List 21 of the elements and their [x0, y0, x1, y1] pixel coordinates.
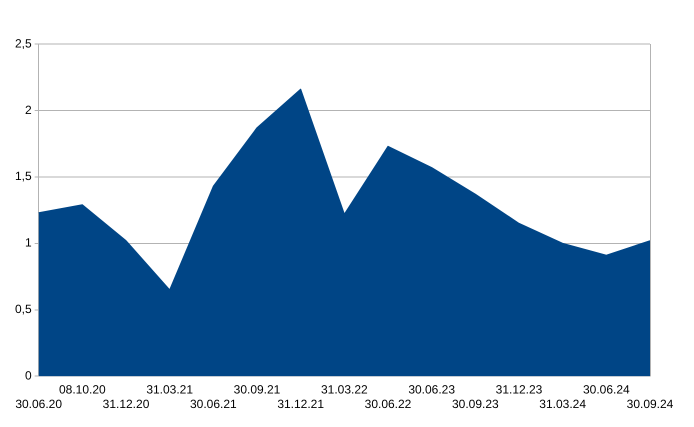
x-tick-label: 31.03.21 — [146, 382, 194, 397]
x-tick-label: 30.06.24 — [582, 382, 630, 397]
x-tick-label: 30.09.23 — [452, 397, 500, 412]
x-tick-label: 30.09.24 — [626, 397, 674, 412]
x-tick-label: 30.09.21 — [234, 382, 281, 397]
x-tick-label: 31.03.24 — [539, 397, 586, 412]
x-tick-label: 30.06.20 — [15, 397, 62, 412]
x-tick-label: 31.12.20 — [102, 397, 150, 412]
y-tick-label: 2 — [24, 102, 32, 117]
y-tick-label: 0,5 — [14, 302, 32, 316]
y-tick-label: 2,5 — [14, 36, 32, 50]
x-tick-label: 30.06.23 — [408, 382, 456, 397]
x-tick-label: 31.03.22 — [320, 382, 368, 397]
x-tick-label: 30.06.21 — [190, 397, 238, 412]
y-tick-label: 1 — [24, 236, 32, 250]
x-tick-label: 08.10.20 — [58, 382, 106, 397]
y-tick-label: 0 — [24, 368, 32, 383]
x-tick-label: 30.06.22 — [364, 397, 412, 412]
x-tick-label: 31.12.21 — [277, 397, 324, 412]
x-tick-label: 31.12.23 — [496, 382, 543, 397]
y-tick-label: 1,5 — [14, 169, 32, 184]
